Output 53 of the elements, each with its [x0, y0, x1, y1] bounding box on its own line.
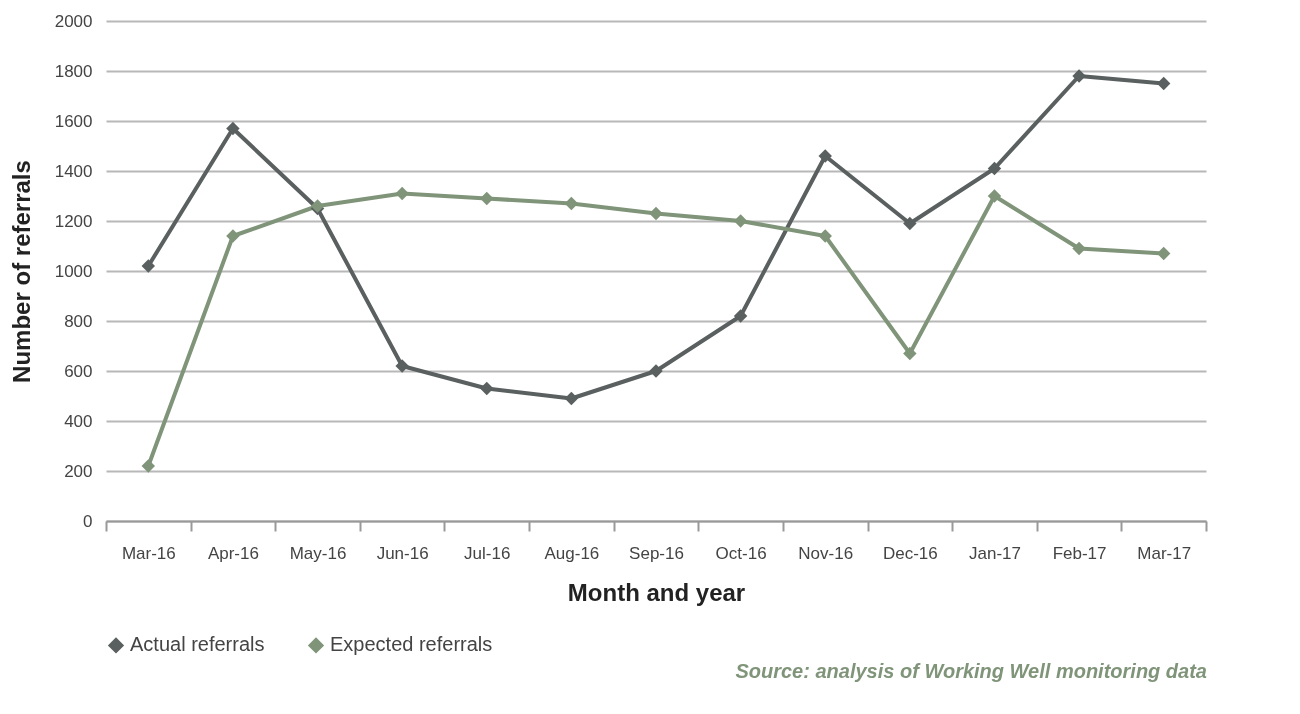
y-tick-label: 2000: [54, 11, 93, 31]
y-tick-label: 1600: [54, 111, 93, 131]
point: [903, 346, 917, 361]
point: [480, 191, 494, 206]
point: [733, 309, 748, 323]
point: [226, 229, 240, 243]
point: [1072, 241, 1086, 256]
x-tick-label: Oct-16: [715, 543, 767, 563]
y-tick-label: 1800: [54, 61, 93, 81]
x-tick-label: Sep-16: [629, 543, 684, 563]
y-axis-title: Number of referrals: [7, 160, 35, 383]
x-tick-label: Jan-17: [968, 543, 1021, 563]
x-tick-label: Aug-16: [544, 543, 600, 563]
point: [395, 359, 409, 373]
source-note: Source: analysis of Working Well monitoring data: [735, 660, 1207, 682]
point: [649, 364, 663, 378]
point: [1156, 246, 1171, 261]
point: [733, 214, 748, 228]
point: [818, 149, 832, 163]
y-tick-label: 1400: [54, 161, 93, 181]
x-tick-label: Nov-16: [798, 543, 854, 563]
x-tick-label: Jul-16: [464, 543, 511, 563]
legend-label: Actual referrals: [130, 633, 265, 656]
y-tick-label: 1200: [54, 211, 93, 231]
point: [649, 206, 663, 221]
y-tick-label: 1000: [54, 261, 93, 281]
point: [141, 459, 156, 473]
point: [226, 121, 240, 136]
point: [395, 186, 409, 201]
y-tick-label: 200: [64, 461, 93, 481]
x-tick-label: Feb-17: [1052, 543, 1107, 563]
y-tick-label: 0: [83, 511, 93, 531]
x-tick-label: Mar-16: [121, 543, 176, 563]
point: [564, 196, 579, 211]
x-tick-label: Jun-16: [376, 543, 429, 563]
point: [903, 216, 917, 231]
point: [141, 259, 156, 273]
x-tick-label: Dec-16: [882, 543, 938, 563]
point: [818, 229, 832, 243]
point: [987, 189, 1002, 203]
point: [1072, 69, 1086, 83]
point: [1156, 76, 1171, 91]
point: [480, 381, 494, 396]
x-axis-title: Month and year: [567, 578, 746, 606]
point: [564, 391, 579, 406]
point: [987, 161, 1002, 176]
x-tick-label: May-16: [289, 543, 347, 563]
x-tick-label: Mar-17: [1137, 543, 1192, 563]
legend-label: Expected referrals: [330, 633, 493, 656]
y-tick-label: 400: [64, 411, 93, 431]
x-tick-label: Apr-16: [207, 543, 259, 563]
y-tick-label: 800: [64, 311, 93, 331]
y-tick-label: 600: [64, 361, 93, 381]
